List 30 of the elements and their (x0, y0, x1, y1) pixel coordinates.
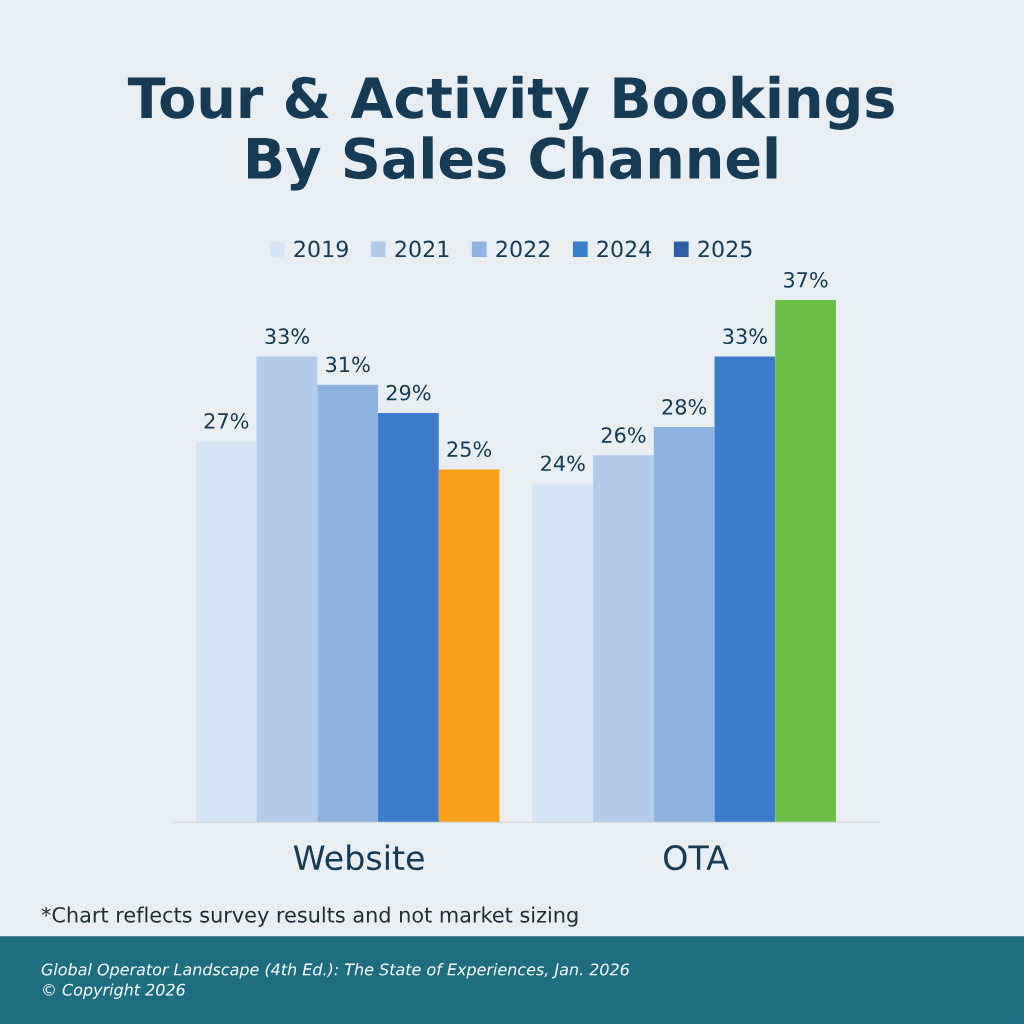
bar (256, 356, 318, 823)
text: *Chart reflects survey results and not market sizing (41, 906, 578, 927)
data-label: 24% (541, 455, 585, 472)
legend-label: 2019 (294, 240, 348, 258)
data-label: 37% (784, 271, 828, 288)
chart-title: Tour & Activity Bookings By Sales Channel (127, 75, 894, 191)
data-label: 26% (601, 427, 646, 443)
bar (317, 384, 379, 823)
x-tick-label: OTA (664, 845, 729, 871)
legend-label: 2024 (597, 240, 652, 258)
bar (195, 441, 257, 823)
text: Global Operator Landscape (4th Ed.): The State of Experiences, Jan. 2026 © Copyright 2026 (41, 963, 630, 999)
bar (532, 483, 594, 823)
bar (438, 469, 500, 823)
legend-label: 2022 (496, 240, 550, 258)
data-label: 31% (326, 356, 370, 373)
data-label: 25% (447, 441, 492, 458)
legend-label: 2021 (395, 240, 449, 258)
bar (378, 412, 439, 823)
x-tick-label: Website (293, 844, 424, 871)
data-label: 27% (204, 413, 249, 429)
text: 2025 (698, 240, 752, 258)
data-label: 33% (265, 328, 310, 345)
bar (714, 356, 776, 823)
bar (775, 300, 836, 823)
data-label: 28% (662, 398, 707, 415)
data-label: 29% (386, 384, 431, 401)
data-label: 33% (723, 328, 767, 345)
bar (593, 455, 654, 823)
bar (653, 427, 715, 823)
